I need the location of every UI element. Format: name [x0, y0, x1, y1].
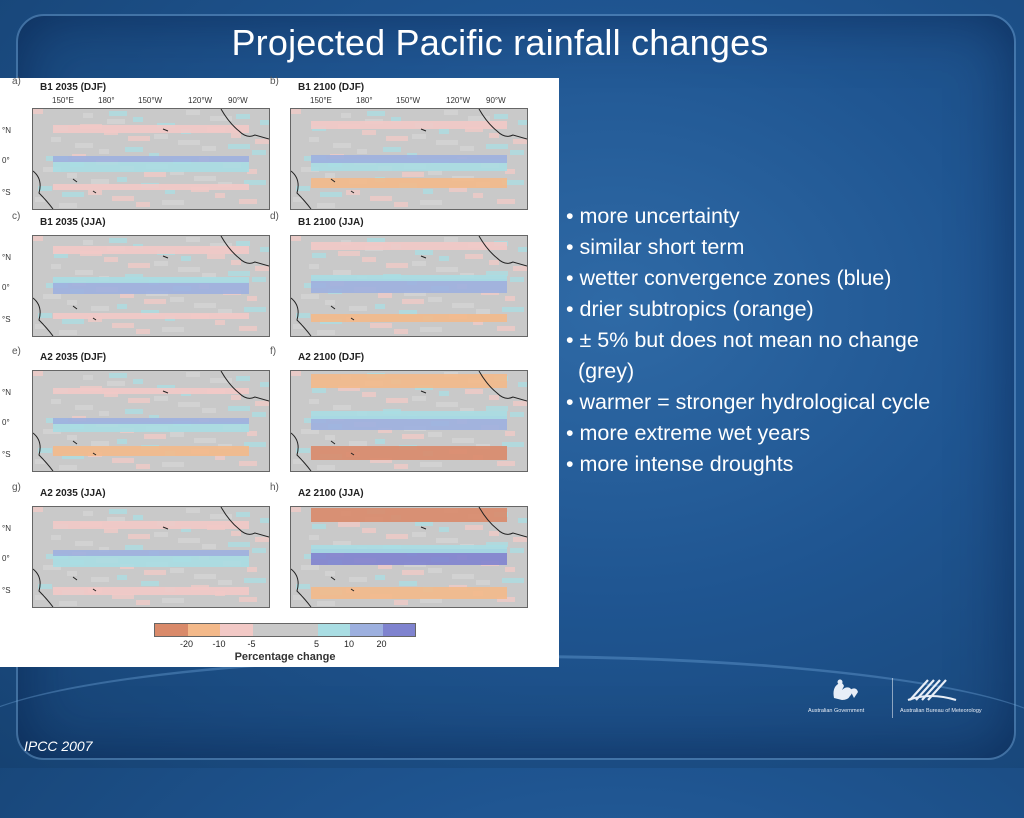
- latitude-label: 0°: [2, 156, 10, 165]
- legend-swatch: [382, 624, 415, 636]
- legend-swatch: [350, 624, 383, 636]
- logos: Australian Government Australian Bureau …: [806, 676, 982, 722]
- bullet-list: • more uncertainty • similar short term …: [566, 201, 1016, 480]
- latitude-label: 0°: [2, 283, 10, 292]
- map-panel: c) B1 2035 (JJA) °N 0° °S: [2, 211, 270, 337]
- footer-citation: IPCC 2007: [24, 738, 93, 754]
- latitude-label: °N: [2, 524, 11, 533]
- panel-title: B1 2100 (DJF): [298, 82, 365, 93]
- panel-letter: e): [12, 346, 21, 357]
- legend-tick: 10: [343, 639, 355, 649]
- rainfall-map: [32, 370, 270, 472]
- rainfall-map: [290, 235, 528, 337]
- map-panel: a) B1 2035 (DJF) 150°E 180° 150°W 120°W 90°W °N…: [2, 76, 270, 210]
- latitude-label: 0°: [2, 418, 10, 427]
- rainfall-map: [290, 506, 528, 608]
- bureau-of-meteorology-logo: Australian Bureau of Meteorology: [900, 676, 982, 720]
- map-panel: d) B1 2100 (JJA): [270, 211, 528, 337]
- panel-letter: b): [270, 76, 279, 87]
- latitude-label: °S: [2, 315, 11, 324]
- panel-letter: g): [12, 482, 21, 493]
- panel-title: B1 2035 (JJA): [40, 217, 106, 228]
- longitude-label: 90°W: [228, 96, 248, 105]
- longitude-label: 180°: [356, 96, 373, 105]
- bullet-item: • more uncertainty: [566, 204, 740, 228]
- panel-letter: h): [270, 482, 279, 493]
- bullet-item: • more intense droughts: [566, 452, 794, 476]
- latitude-label: °S: [2, 450, 11, 459]
- logo-divider: [892, 678, 893, 718]
- legend-swatch: [285, 624, 318, 636]
- panel-letter: a): [12, 76, 21, 87]
- legend-swatch: [155, 624, 188, 636]
- legend-ticks: -20 -10 -5 5 10 20: [154, 637, 416, 651]
- longitude-label: 90°W: [486, 96, 506, 105]
- legend-tick: 5: [313, 639, 320, 649]
- panel-title: B1 2100 (JJA): [298, 217, 364, 228]
- legend-tick: -20: [179, 639, 194, 649]
- longitude-label: 120°W: [188, 96, 213, 105]
- map-panel: b) B1 2100 (DJF) 150°E 180° 150°W 120°W 90°W: [270, 76, 528, 210]
- longitude-label: 120°W: [446, 96, 471, 105]
- bullet-item: • ± 5% but does not mean no change: [566, 328, 919, 352]
- logo-right-text: Australian Bureau of Meteorology: [900, 708, 982, 714]
- rainfall-map: [290, 108, 528, 210]
- legend-tick: -10: [212, 639, 226, 649]
- rainfall-map: [32, 235, 270, 337]
- latitude-label: °N: [2, 253, 11, 262]
- rainfall-map: [32, 506, 270, 608]
- longitude-label: 150°W: [138, 96, 163, 105]
- rainfall-map: [290, 370, 528, 472]
- bullet-item: • similar short term: [566, 235, 745, 259]
- bullet-item: • wetter convergence zones (blue): [566, 266, 892, 290]
- latitude-label: °N: [2, 388, 11, 397]
- longitude-label: 150°W: [396, 96, 421, 105]
- map-panel: h) A2 2100 (JJA): [270, 482, 528, 608]
- panel-letter: d): [270, 211, 279, 222]
- panel-title: A2 2100 (DJF): [298, 352, 365, 363]
- map-panel: e) A2 2035 (DJF) °N 0° °S: [2, 346, 270, 472]
- longitude-label: 180°: [98, 96, 115, 105]
- latitude-label: °S: [2, 188, 11, 197]
- legend-swatch: [252, 624, 285, 636]
- slide-title: Projected Pacific rainfall changes: [231, 22, 769, 63]
- panel-title: A2 2100 (JJA): [298, 488, 364, 499]
- legend-color-bar: [154, 623, 416, 637]
- latitude-label: °N: [2, 126, 11, 135]
- bullet-item: • more extreme wet years: [566, 421, 811, 445]
- color-legend: -20 -10 -5 5 10 20 Percentage change: [154, 623, 416, 663]
- panel-title: A2 2035 (JJA): [40, 488, 106, 499]
- legend-swatch: [187, 624, 220, 636]
- legend-title: Percentage change: [234, 651, 336, 663]
- rainfall-figure: a) B1 2035 (DJF) 150°E 180° 150°W 120°W 90°W °N…: [0, 76, 559, 667]
- legend-tick: 20: [376, 639, 387, 649]
- latitude-label: °S: [2, 586, 11, 595]
- map-panel: f) A2 2100 (DJF): [270, 346, 528, 472]
- bullet-item: • drier subtropics (orange): [566, 297, 814, 321]
- panel-title: A2 2035 (DJF): [40, 352, 107, 363]
- map-panel: g) A2 2035 (JJA) °N 0° °S: [2, 482, 270, 608]
- panel-letter: c): [12, 211, 21, 222]
- bullet-continuation: (grey): [578, 359, 635, 383]
- panel-title: B1 2035 (DJF): [40, 82, 107, 93]
- rainfall-map: [32, 108, 270, 210]
- legend-swatch: [317, 624, 350, 636]
- longitude-label: 150°E: [310, 96, 332, 105]
- panel-letter: f): [270, 346, 277, 357]
- legend-tick: -5: [247, 639, 256, 649]
- latitude-label: 0°: [2, 554, 10, 563]
- legend-swatch: [220, 624, 253, 636]
- bullet-item: • warmer = stronger hydrological cycle: [566, 390, 931, 414]
- longitude-label: 150°E: [52, 96, 74, 105]
- australian-government-logo: Australian Government: [806, 676, 884, 720]
- logo-left-text: Australian Government: [808, 708, 865, 714]
